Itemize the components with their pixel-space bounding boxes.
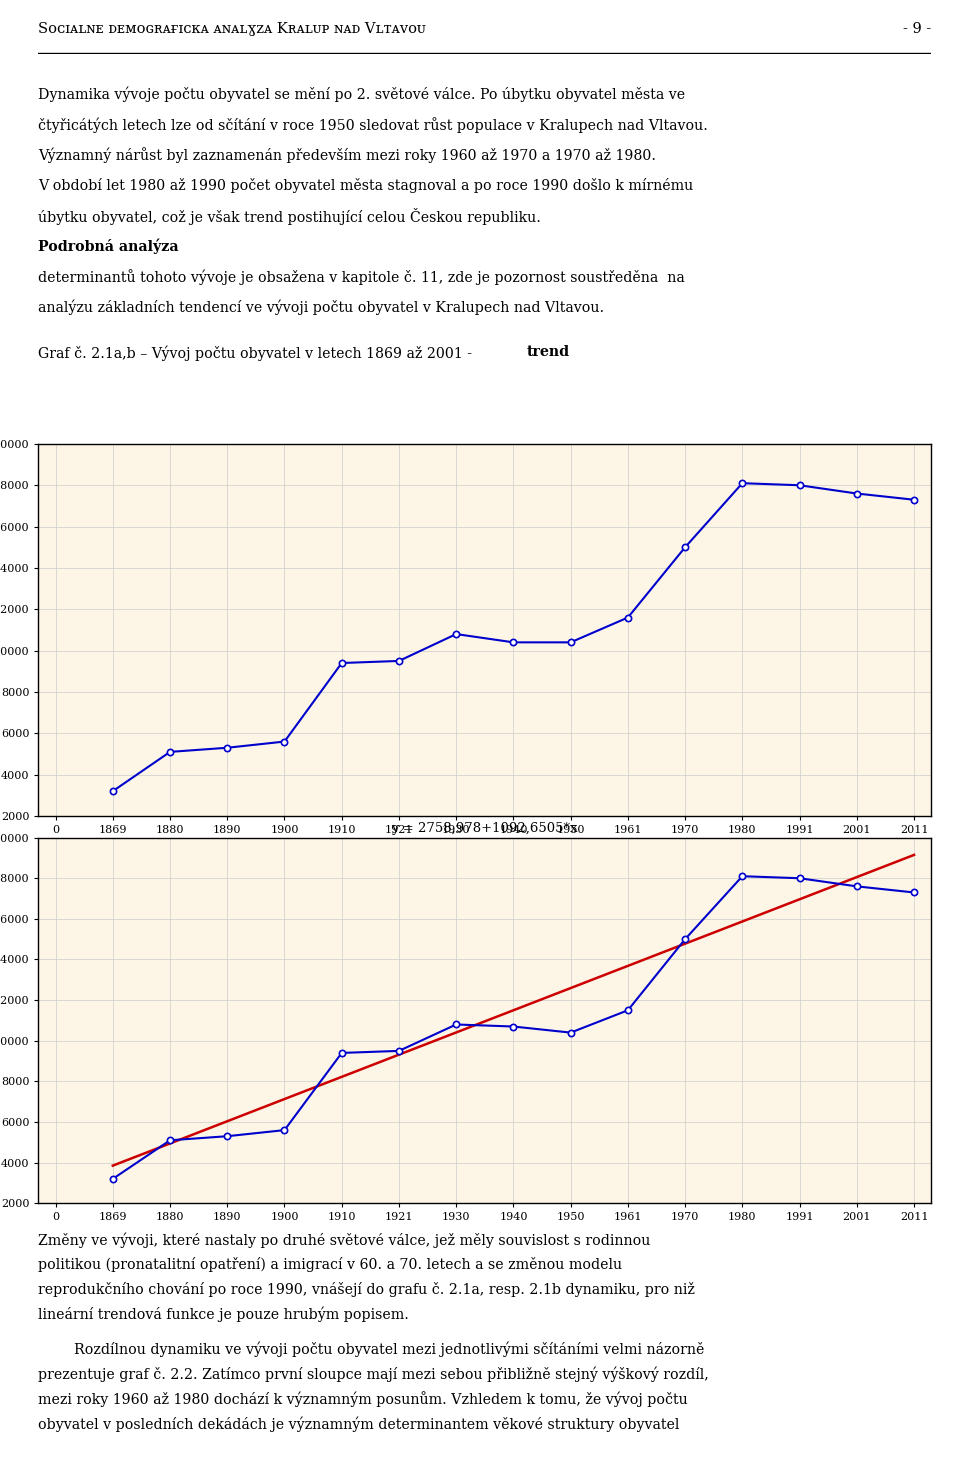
Text: mezi roky 1960 až 1980 dochází k významným posunům. Vzhledem k tomu, že vývoj po: mezi roky 1960 až 1980 dochází k významn… [38,1391,688,1408]
Text: V období let 1980 až 1990 počet obyvatel města stagnoval a po roce 1990 došlo k : V období let 1980 až 1990 počet obyvatel… [38,177,694,192]
Text: trend: trend [527,346,570,359]
Title: y = 2758,978+1092,6505*x: y = 2758,978+1092,6505*x [392,823,578,835]
Text: Dynamika vývoje počtu obyvatel se mění po 2. světové válce. Po úbytku obyvatel m: Dynamika vývoje počtu obyvatel se mění p… [38,86,685,102]
Text: Podrobná analýza: Podrobná analýza [38,239,179,254]
Text: Sᴏᴄɪᴀʟɴᴇ ᴅᴇᴍᴏɢʀᴀғɪᴄᴋᴀ ᴀɴᴀʟɣᴢᴀ Kʀᴀʟᴜᴘ ɴᴀᴅ Vʟᴛᴀᴠᴏᴜ: Sᴏᴄɪᴀʟɴᴇ ᴅᴇᴍᴏɢʀᴀғɪᴄᴋᴀ ᴀɴᴀʟɣᴢᴀ Kʀᴀʟᴜᴘ ɴᴀᴅ… [38,22,426,35]
Text: úbytku obyvatel, což je však trend postihující celou Českou republiku.: úbytku obyvatel, což je však trend posti… [38,208,546,225]
Text: Graf č. 2.1a,b – Vývoj počtu obyvatel v letech 1869 až 2001 -: Graf č. 2.1a,b – Vývoj počtu obyvatel v … [38,346,477,360]
Text: obyvatel v posledních dekádách je významným determinantem věkové struktury obyva: obyvatel v posledních dekádách je význam… [38,1416,680,1431]
Text: lineární trendová funkce je pouze hrubým popisem.: lineární trendová funkce je pouze hrubým… [38,1307,409,1322]
Text: reprodukčního chování po roce 1990, vnášejí do grafu č. 2.1a, resp. 2.1b dynamik: reprodukčního chování po roce 1990, vnáš… [38,1282,695,1297]
Text: Významný nárůst byl zaznamenán především mezi roky 1960 až 1970 a 1970 až 1980.: Významný nárůst byl zaznamenán především… [38,148,657,162]
Text: prezentuje graf č. 2.2. Zatímco první sloupce mají mezi sebou přibližně stejný v: prezentuje graf č. 2.2. Zatímco první sl… [38,1366,709,1382]
Text: analýzu základních tendencí ve vývoji počtu obyvatel v Kralupech nad Vltavou.: analýzu základních tendencí ve vývoji po… [38,300,605,315]
Text: determinantů tohoto vývoje je obsažena v kapitole č. 11, zde je pozornost soustř: determinantů tohoto vývoje je obsažena v… [38,269,685,285]
Text: - 9 -: - 9 - [903,22,931,35]
Text: čtyřicátých letech lze od sčítání v roce 1950 sledovat růst populace v Kralupech: čtyřicátých letech lze od sčítání v roce… [38,117,708,133]
Text: politikou (pronatalitní opatření) a imigrací v 60. a 70. letech a se změnou mode: politikou (pronatalitní opatření) a imig… [38,1257,622,1272]
Text: Rozdílnou dynamiku ve vývoji počtu obyvatel mezi jednotlivými sčítáními velmi ná: Rozdílnou dynamiku ve vývoji počtu obyva… [74,1341,705,1357]
Text: Změny ve vývoji, které nastaly po druhé světové válce, jež měly souvislost s rod: Změny ve vývoji, které nastaly po druhé … [38,1232,651,1248]
